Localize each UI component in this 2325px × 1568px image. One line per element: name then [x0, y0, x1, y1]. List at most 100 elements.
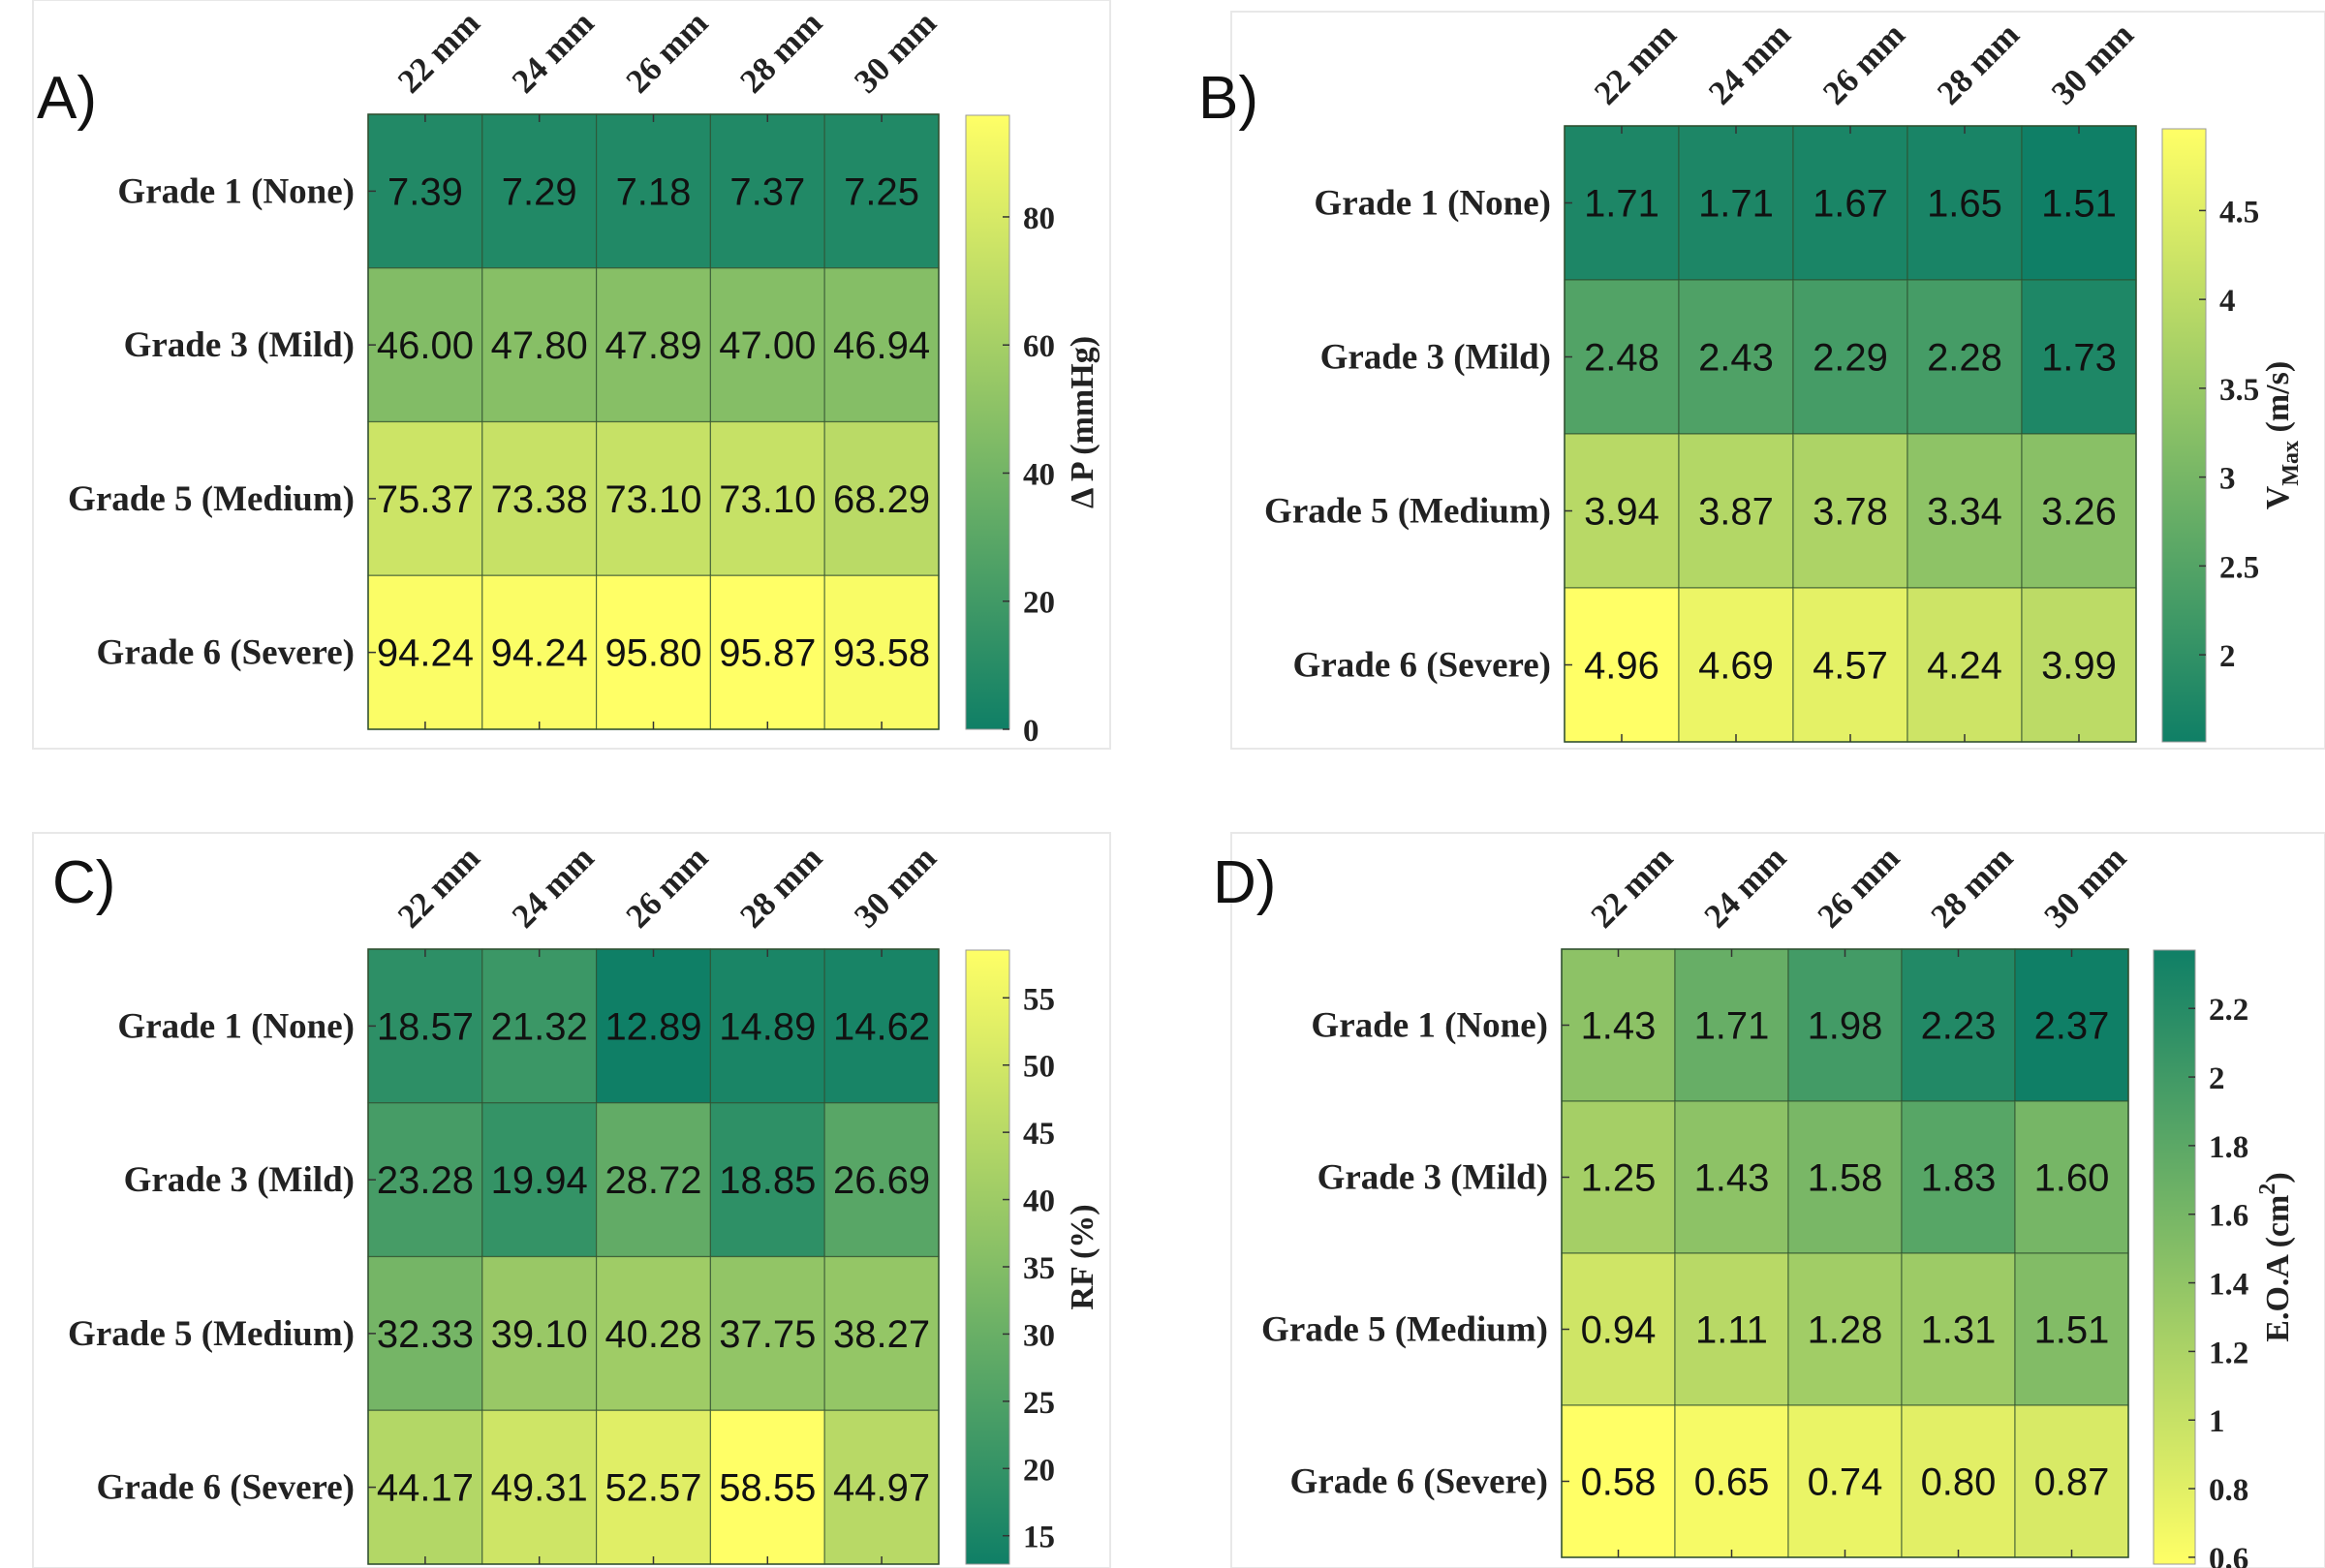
heatmap-cell	[1561, 1252, 1676, 1406]
cell-value-label: 1.28	[1808, 1309, 1883, 1352]
colorbar-tick-label: 25	[1023, 1386, 1055, 1421]
cell-value-label: 47.89	[604, 324, 701, 367]
cell-value-label: 4.57	[1813, 645, 1888, 688]
heatmap-cell	[1792, 125, 1908, 281]
panel-d: D) 1.43 1.71 1.98 2.23 2.37 1.25 1.43 1.58 1.83 1.…	[1213, 832, 2325, 1568]
heatmap-cell	[1678, 433, 1794, 589]
cell-value-label: 2.43	[1698, 337, 1774, 380]
cell-value-label: 52.57	[604, 1467, 701, 1510]
column-tick-label: 28 mm	[1930, 15, 2027, 112]
column-tick-label: 30 mm	[2037, 839, 2134, 936]
heatmap-cell	[709, 1255, 825, 1411]
cell-value-label: 12.89	[604, 1005, 701, 1048]
colorbar-tick-label: 0	[1023, 714, 1039, 749]
cell-value-label: 95.87	[719, 632, 816, 675]
heatmap-cell	[1678, 587, 1794, 743]
cell-value-label: 2.37	[2034, 1005, 2110, 1048]
heatmap-cell	[1787, 1404, 1903, 1558]
heatmap-cell	[1792, 433, 1908, 589]
cell-value-label: 94.24	[491, 632, 588, 675]
cell-value-label: 0.80	[1921, 1461, 1997, 1504]
cell-value-label: 1.98	[1808, 1005, 1883, 1048]
colorbar-tick-label: 0.8	[2209, 1473, 2248, 1508]
heatmap-cell	[1906, 587, 2023, 743]
column-tick-label: 30 mm	[847, 839, 944, 936]
cell-value-label: 46.94	[833, 324, 930, 367]
heatmap-cell	[595, 1409, 711, 1565]
heatmap-cell	[367, 1255, 483, 1411]
cell-value-label: 73.10	[604, 478, 701, 521]
heatmap-cell	[2014, 1252, 2129, 1406]
heatmap-cell	[1906, 125, 2023, 281]
cell-value-label: 3.94	[1584, 491, 1659, 534]
heatmap-cell	[1901, 1100, 2016, 1254]
panel-c: C) 18.57 21.32 12.89 14.89 14.62 23.28 19.94 28.…	[32, 832, 1111, 1568]
colorbar-tick-label: 80	[1023, 201, 1055, 236]
heatmap-cell	[2014, 1404, 2129, 1558]
cell-value-label: 26.69	[833, 1159, 930, 1202]
cell-value-label: 2.48	[1584, 337, 1659, 380]
colorbar-label-unit: (m/s)	[2260, 361, 2296, 441]
row-tick-label: Grade 6 (Severe)	[97, 633, 355, 673]
cell-value-label: 0.65	[1694, 1461, 1770, 1504]
cell-value-label: 7.18	[616, 170, 692, 213]
colorbar-label: E.O.A (cm2)	[2255, 1172, 2296, 1341]
heatmap-cell	[2014, 1100, 2129, 1254]
column-tick-label: 24 mm	[505, 4, 602, 101]
colorbar-tick-label: 1.6	[2209, 1199, 2248, 1234]
column-tick-label: 24 mm	[505, 839, 602, 936]
colorbar-tick-label: 1.4	[2209, 1268, 2248, 1303]
heatmap-cell	[709, 267, 825, 423]
cell-value-label: 44.97	[833, 1467, 930, 1510]
heatmap-cell	[709, 948, 825, 1104]
colorbar-tick-label: 1.8	[2209, 1130, 2248, 1165]
row-tick-label: Grade 6 (Severe)	[97, 1468, 355, 1508]
cell-value-label: 46.00	[377, 324, 474, 367]
cell-value-label: 0.94	[1581, 1309, 1657, 1352]
row-tick-label: Grade 3 (Mild)	[124, 1160, 355, 1200]
panel-letter: A)	[37, 65, 97, 132]
cell-value-label: 2.23	[1921, 1005, 1997, 1048]
cell-value-label: 1.71	[1584, 183, 1659, 226]
colorbar-label-unit: )	[2260, 1172, 2296, 1183]
row-tick-label: Grade 5 (Medium)	[1264, 492, 1551, 532]
panel-frame	[1230, 11, 2325, 750]
colorbar	[965, 114, 1010, 730]
cell-value-label: 1.73	[2041, 337, 2117, 380]
colorbar-label-subscript: Max	[2278, 441, 2304, 486]
column-tick-label: 24 mm	[1697, 839, 1794, 936]
row-tick-label: Grade 3 (Mild)	[1318, 1158, 1548, 1198]
heatmap-cell	[2014, 948, 2129, 1102]
heatmap-cell	[1674, 1252, 1789, 1406]
cell-value-label: 3.34	[1927, 491, 2002, 534]
colorbar-label: VMax (m/s)	[2260, 361, 2304, 509]
cell-value-label: 1.51	[2034, 1309, 2110, 1352]
colorbar-tick-label: 4	[2219, 284, 2236, 319]
heatmap-cell	[1787, 1252, 1903, 1406]
colorbar-tick-label: 3	[2219, 462, 2236, 497]
colorbar-label: RF (%)	[1065, 1204, 1100, 1309]
cell-value-label: 2.29	[1813, 337, 1888, 380]
column-tick-label: 24 mm	[1701, 15, 1798, 112]
colorbar-label: Δ P (mmHg)	[1065, 336, 1100, 508]
heatmap-cell	[595, 420, 711, 576]
cell-value-label: 1.65	[1927, 183, 2002, 226]
column-tick-label: 28 mm	[1924, 839, 2021, 936]
column-tick-label: 30 mm	[847, 4, 944, 101]
heatmap-cell	[2021, 587, 2137, 743]
cell-value-label: 1.43	[1694, 1157, 1770, 1200]
cell-value-label: 7.37	[729, 170, 805, 213]
colorbar	[2153, 949, 2196, 1565]
heatmap-cell	[367, 267, 483, 423]
cell-value-label: 23.28	[377, 1159, 474, 1202]
cell-value-label: 1.11	[1695, 1309, 1768, 1352]
column-tick-label: 28 mm	[732, 4, 829, 101]
column-tick-label: 26 mm	[619, 4, 716, 101]
cell-value-label: 0.74	[1808, 1461, 1883, 1504]
panel-b: B) 1.71 1.71 1.67 1.65 1.51 2.48 2.43 2.29 2.28 1.…	[1198, 11, 2325, 750]
heatmap-cell	[709, 420, 825, 576]
colorbar-tick-label: 4.5	[2219, 195, 2259, 230]
colorbar-tick-label: 3.5	[2219, 373, 2259, 408]
